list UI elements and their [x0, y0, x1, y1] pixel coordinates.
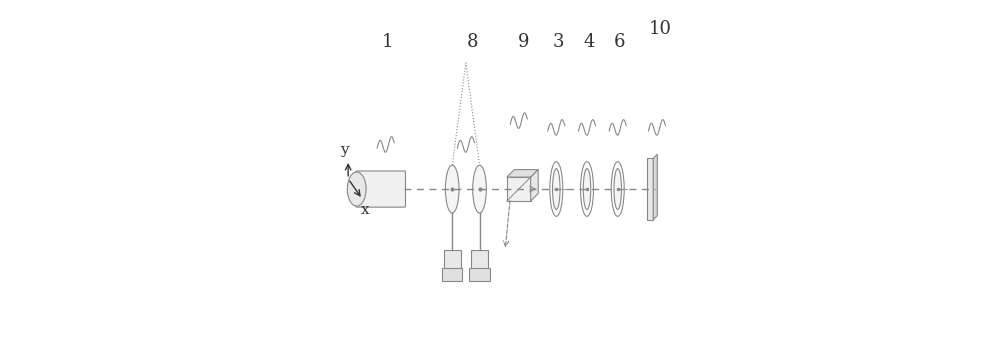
Bar [442, 268, 462, 281]
Ellipse shape [473, 165, 486, 213]
Text: x: x [361, 203, 370, 217]
Ellipse shape [553, 169, 560, 209]
Polygon shape [653, 154, 657, 220]
Text: 3: 3 [552, 33, 564, 51]
Bar [471, 250, 488, 271]
Ellipse shape [583, 169, 591, 209]
Text: 1: 1 [382, 33, 393, 51]
Bar [647, 158, 653, 220]
Bar [507, 177, 531, 201]
Polygon shape [531, 170, 538, 201]
Text: 4: 4 [583, 33, 594, 51]
Text: 6: 6 [614, 33, 625, 51]
Ellipse shape [445, 165, 459, 213]
Text: 8: 8 [467, 33, 478, 51]
Ellipse shape [614, 169, 621, 209]
Text: y: y [340, 143, 348, 157]
Text: 10: 10 [649, 20, 672, 38]
Polygon shape [507, 170, 538, 177]
FancyBboxPatch shape [356, 171, 405, 207]
Ellipse shape [347, 172, 366, 206]
Bar [444, 250, 461, 271]
Text: 9: 9 [518, 33, 530, 51]
Bar [469, 268, 490, 281]
